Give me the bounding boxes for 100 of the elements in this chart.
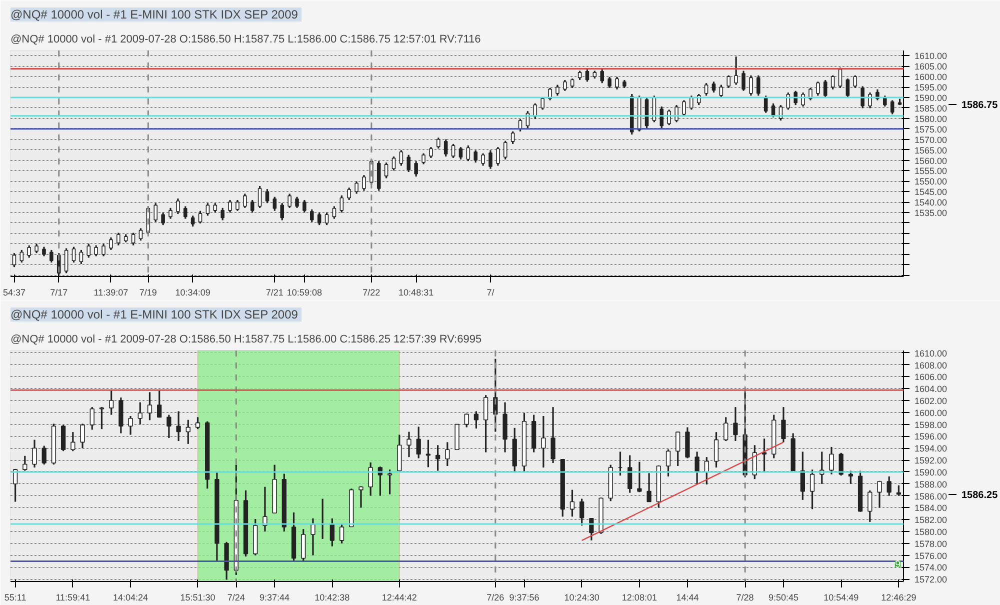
candlestick bbox=[877, 480, 882, 508]
candlestick bbox=[406, 430, 412, 458]
candlestick bbox=[488, 149, 492, 170]
y-tick-label: 1550.00 bbox=[914, 176, 948, 187]
candlestick bbox=[886, 476, 892, 497]
y-tick-label: 1598.00 bbox=[914, 420, 948, 430]
x-tick-label: 54:37 bbox=[2, 288, 26, 298]
candlestick bbox=[600, 68, 604, 84]
candlestick bbox=[166, 414, 172, 439]
candlestick bbox=[147, 391, 152, 421]
candlestick bbox=[310, 208, 314, 223]
y-tick-label: 1576.00 bbox=[914, 550, 948, 561]
candlestick bbox=[138, 401, 142, 426]
candlestick bbox=[712, 80, 716, 94]
candlestick bbox=[176, 198, 180, 215]
candlestick bbox=[32, 439, 37, 468]
y-tick-label: 1588.00 bbox=[914, 479, 948, 490]
x-tick-label: 9:50:45 bbox=[768, 592, 798, 602]
chart-title: @NQ# 10000 vol - #1 E-MINI 100 STK IDX SEP 2009 bbox=[10, 308, 298, 322]
candlestick bbox=[228, 199, 232, 214]
candlestick bbox=[838, 452, 844, 476]
candlestick bbox=[64, 247, 68, 274]
candlestick bbox=[90, 406, 94, 430]
candlestick bbox=[406, 154, 411, 173]
candlestick bbox=[288, 192, 292, 209]
candlestick bbox=[116, 232, 120, 246]
x-tick-label: 7/19 bbox=[139, 288, 157, 298]
candlestick bbox=[868, 490, 872, 523]
candlestick bbox=[726, 74, 731, 89]
candlestick bbox=[896, 484, 902, 497]
candlestick bbox=[190, 214, 195, 228]
candlestick bbox=[310, 518, 316, 556]
candlestick bbox=[60, 424, 66, 452]
candlestick bbox=[481, 152, 485, 166]
y-tick-label: 1594.00 bbox=[914, 444, 948, 454]
y-tick-label: 1610.00 bbox=[914, 51, 948, 62]
y-tick-label: 1582.00 bbox=[914, 515, 948, 526]
candlestick bbox=[12, 252, 16, 268]
x-tick-label: 12:08:01 bbox=[622, 592, 657, 602]
candlestick bbox=[183, 205, 188, 220]
annotation: 9 bbox=[894, 560, 901, 570]
chart-title: @NQ# 10000 vol - #1 E-MINI 100 STK IDX SEP 2009 bbox=[10, 8, 298, 22]
candlestick bbox=[161, 212, 165, 226]
candlestick bbox=[42, 246, 46, 258]
candlestick bbox=[676, 430, 680, 467]
candlestick bbox=[250, 199, 254, 214]
y-tick-label: 1560.00 bbox=[914, 156, 948, 166]
candlestick bbox=[541, 415, 546, 468]
x-tick-label: 11:59:41 bbox=[56, 592, 90, 602]
candlestick bbox=[503, 140, 508, 160]
candlestick bbox=[860, 85, 864, 109]
candlestick bbox=[756, 74, 760, 96]
y-tick-label: 1580.00 bbox=[914, 526, 948, 537]
candlestick bbox=[829, 446, 834, 476]
candlestick bbox=[838, 66, 842, 89]
y-tick-label: 1586.00 bbox=[914, 491, 948, 502]
y-tick-label: 1570.00 bbox=[914, 134, 948, 145]
candlestick bbox=[556, 84, 560, 96]
candlestick bbox=[458, 146, 463, 160]
text: 1586.25 bbox=[962, 490, 998, 501]
candlestick bbox=[846, 78, 850, 98]
y-tick-label: 1572.00 bbox=[914, 574, 948, 585]
candlestick bbox=[724, 416, 728, 442]
candlestick bbox=[563, 79, 567, 92]
candlestick bbox=[794, 90, 798, 106]
x-tick-label: 10:59:08 bbox=[286, 288, 322, 298]
y-tick-label: 1545.00 bbox=[914, 187, 948, 198]
candlestick bbox=[157, 390, 162, 418]
candlestick bbox=[195, 416, 200, 430]
candlestick bbox=[302, 199, 306, 214]
candlestick bbox=[637, 461, 642, 493]
candlestick bbox=[340, 194, 344, 214]
candlestick bbox=[570, 78, 574, 89]
candlestick bbox=[444, 138, 448, 158]
y-tick-label: 1592.00 bbox=[914, 456, 948, 466]
candlestick bbox=[445, 441, 450, 467]
y-tick-label: 1608.00 bbox=[914, 360, 948, 370]
x-tick-label: 14:04:24 bbox=[113, 592, 148, 602]
candlestick bbox=[589, 518, 594, 542]
y-tick-label: 1555.00 bbox=[914, 166, 948, 176]
candlestick bbox=[12, 468, 18, 503]
candlestick bbox=[332, 205, 336, 220]
x-tick-label: 7/26 bbox=[486, 592, 504, 602]
candlestick bbox=[399, 149, 404, 166]
candlestick bbox=[483, 394, 488, 454]
candlestick bbox=[883, 94, 887, 108]
candlestick bbox=[243, 192, 247, 209]
candlestick bbox=[734, 56, 738, 86]
candlestick bbox=[466, 144, 470, 162]
candlestick bbox=[628, 454, 632, 494]
candlestick bbox=[358, 485, 364, 508]
candlestick bbox=[422, 152, 426, 166]
x-tick-label: 7/21 bbox=[266, 288, 284, 298]
candlestick bbox=[295, 196, 299, 209]
candlestick bbox=[801, 92, 805, 108]
candlestick bbox=[585, 68, 590, 82]
candlestick bbox=[749, 74, 753, 96]
candlestick bbox=[848, 470, 854, 485]
candlestick bbox=[690, 94, 694, 110]
y-tick-label: 1595.00 bbox=[914, 82, 948, 93]
